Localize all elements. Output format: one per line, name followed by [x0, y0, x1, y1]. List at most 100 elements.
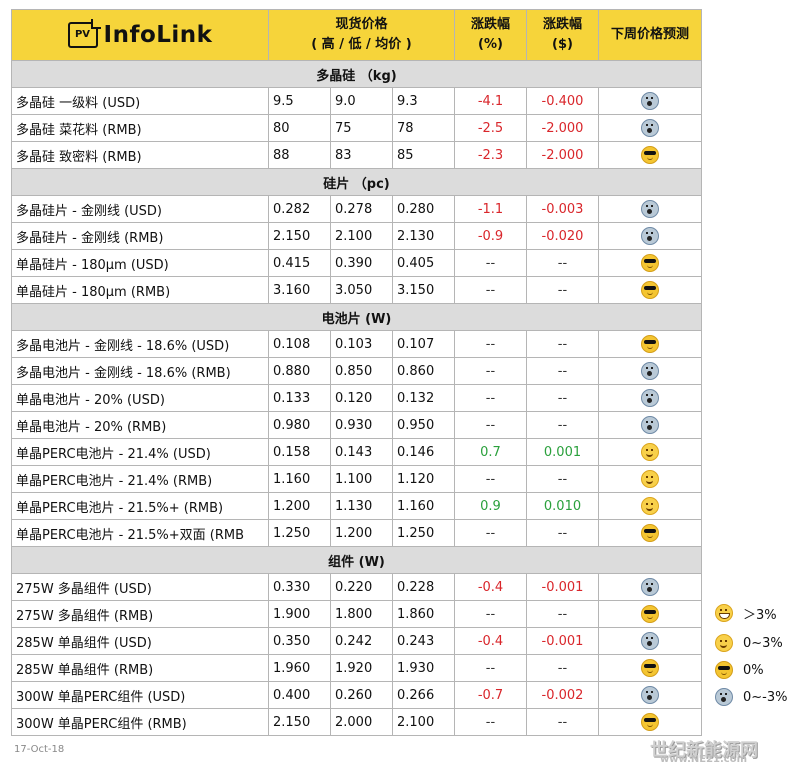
table-row: 多晶硅片 - 金刚线 (RMB) 2.150 2.100 2.130 -0.9 -0.02… — [11, 222, 702, 250]
price-avg: 1.160 — [392, 492, 455, 520]
legend-label: 0~3% — [743, 635, 783, 651]
change-pct: 0.9 — [454, 492, 527, 520]
table-row: 多晶硅片 - 金刚线 (USD) 0.282 0.278 0.280 -1.1 -0.00… — [11, 195, 702, 223]
watermark-url: www.NE21.com — [660, 754, 748, 765]
change-pct: -- — [454, 708, 527, 736]
price-avg: 0.146 — [392, 438, 455, 466]
cool-icon — [641, 146, 659, 164]
table-row: 单晶电池片 - 20% (USD) 0.133 0.120 0.132 -- -- — [11, 384, 702, 412]
smile-icon — [641, 497, 659, 515]
table-row: 多晶硅 一级料 (USD) 9.5 9.0 9.3 -4.1 -0.400 — [11, 87, 702, 115]
price-avg: 0.107 — [392, 330, 455, 358]
table-row: 275W 多晶组件 (USD) 0.330 0.220 0.228 -0.4 -0.001 — [11, 573, 702, 601]
forecast-cell — [598, 330, 702, 358]
price-low: 3.050 — [330, 276, 393, 304]
cool-icon — [641, 335, 659, 353]
change-usd-unit: ($) — [552, 37, 573, 52]
change-pct-label: 涨跌幅 — [470, 17, 510, 32]
product-name: 多晶硅 致密料 (RMB) — [11, 141, 269, 169]
product-name: 单晶PERC电池片 - 21.4% (RMB) — [11, 465, 269, 493]
price-high: 1.960 — [268, 654, 331, 682]
shock-icon — [715, 688, 733, 706]
price-avg: 1.120 — [392, 465, 455, 493]
change-pct: -- — [454, 465, 527, 493]
change-usd: -- — [526, 654, 599, 682]
cool-icon — [641, 713, 659, 731]
table-row: 单晶PERC电池片 - 21.4% (RMB) 1.160 1.100 1.120 --… — [11, 465, 702, 493]
product-name: 单晶电池片 - 20% (RMB) — [11, 411, 269, 439]
table-row: 275W 多晶组件 (RMB) 1.900 1.800 1.860 -- -- — [11, 600, 702, 628]
price-high: 0.108 — [268, 330, 331, 358]
shock-icon — [641, 119, 659, 137]
price-high: 0.350 — [268, 627, 331, 655]
product-name: 300W 单晶PERC组件 (RMB) — [11, 708, 269, 736]
change-pct: -- — [454, 384, 527, 412]
change-usd: -0.001 — [526, 573, 599, 601]
change-pct: -2.3 — [454, 141, 527, 169]
forecast-label: 下周价格预测 — [610, 27, 689, 42]
shock-icon — [641, 686, 659, 704]
smile-icon — [641, 443, 659, 461]
table-row: 多晶硅 致密料 (RMB) 88 83 85 -2.3 -2.000 — [11, 141, 702, 169]
price-low: 0.120 — [330, 384, 393, 412]
change-usd: 0.001 — [526, 438, 599, 466]
forecast-cell — [598, 276, 702, 304]
change-pct: -- — [454, 519, 527, 547]
shock-icon — [641, 92, 659, 110]
product-name: 300W 单晶PERC组件 (USD) — [11, 681, 269, 709]
header-row: PV InfoLink 现货价格 ( 高 / 低 / 均价 ) 涨跌幅 (%) … — [11, 9, 702, 61]
forecast-cell — [598, 114, 702, 142]
product-name: 多晶电池片 - 金刚线 - 18.6% (USD) — [11, 330, 269, 358]
table-row: 300W 单晶PERC组件 (RMB) 2.150 2.000 2.100 -- -- — [11, 708, 702, 736]
table-row: 单晶PERC电池片 - 21.5%+ (RMB) 1.200 1.130 1.160 0… — [11, 492, 702, 520]
price-avg: 0.228 — [392, 573, 455, 601]
forecast-cell — [598, 222, 702, 250]
price-high: 1.160 — [268, 465, 331, 493]
shock-icon — [641, 578, 659, 596]
forecast-cell — [598, 438, 702, 466]
price-high: 0.400 — [268, 681, 331, 709]
forecast-cell — [598, 195, 702, 223]
price-high: 0.282 — [268, 195, 331, 223]
change-usd: -- — [526, 708, 599, 736]
price-low: 0.390 — [330, 249, 393, 277]
legend-label: ＞3% — [743, 607, 777, 623]
forecast-cell — [598, 708, 702, 736]
price-low: 0.278 — [330, 195, 393, 223]
change-usd-header: 涨跌幅 ($) — [526, 9, 599, 61]
shock-icon — [641, 632, 659, 650]
price-avg: 0.243 — [392, 627, 455, 655]
price-low: 0.850 — [330, 357, 393, 385]
change-usd: -0.002 — [526, 681, 599, 709]
price-table: PV InfoLink 现货价格 ( 高 / 低 / 均价 ) 涨跌幅 (%) … — [11, 9, 702, 736]
product-name: 275W 多晶组件 (RMB) — [11, 600, 269, 628]
product-name: 单晶PERC电池片 - 21.5%+双面 (RMB — [11, 519, 269, 547]
price-low: 0.143 — [330, 438, 393, 466]
forecast-cell — [598, 654, 702, 682]
price-avg: 1.930 — [392, 654, 455, 682]
change-pct: -- — [454, 249, 527, 277]
price-low: 0.242 — [330, 627, 393, 655]
price-high: 0.330 — [268, 573, 331, 601]
change-usd: -- — [526, 276, 599, 304]
shock-icon — [641, 200, 659, 218]
legend-item: 0~3% — [715, 632, 800, 654]
change-usd: -0.400 — [526, 87, 599, 115]
change-usd: -- — [526, 357, 599, 385]
price-avg: 0.266 — [392, 681, 455, 709]
change-pct: 0.7 — [454, 438, 527, 466]
change-pct: -- — [454, 411, 527, 439]
logo-text: InfoLink — [103, 22, 213, 48]
legend-item: 0~-3% — [715, 686, 800, 708]
price-high: 9.5 — [268, 87, 331, 115]
price-avg: 9.3 — [392, 87, 455, 115]
price-high: 1.250 — [268, 519, 331, 547]
section-header-row: 硅片 （pc) — [11, 168, 702, 196]
price-low: 75 — [330, 114, 393, 142]
change-usd: -- — [526, 384, 599, 412]
change-pct: -4.1 — [454, 87, 527, 115]
price-low: 0.220 — [330, 573, 393, 601]
forecast-cell — [598, 573, 702, 601]
product-name: 275W 多晶组件 (USD) — [11, 573, 269, 601]
forecast-cell — [598, 519, 702, 547]
